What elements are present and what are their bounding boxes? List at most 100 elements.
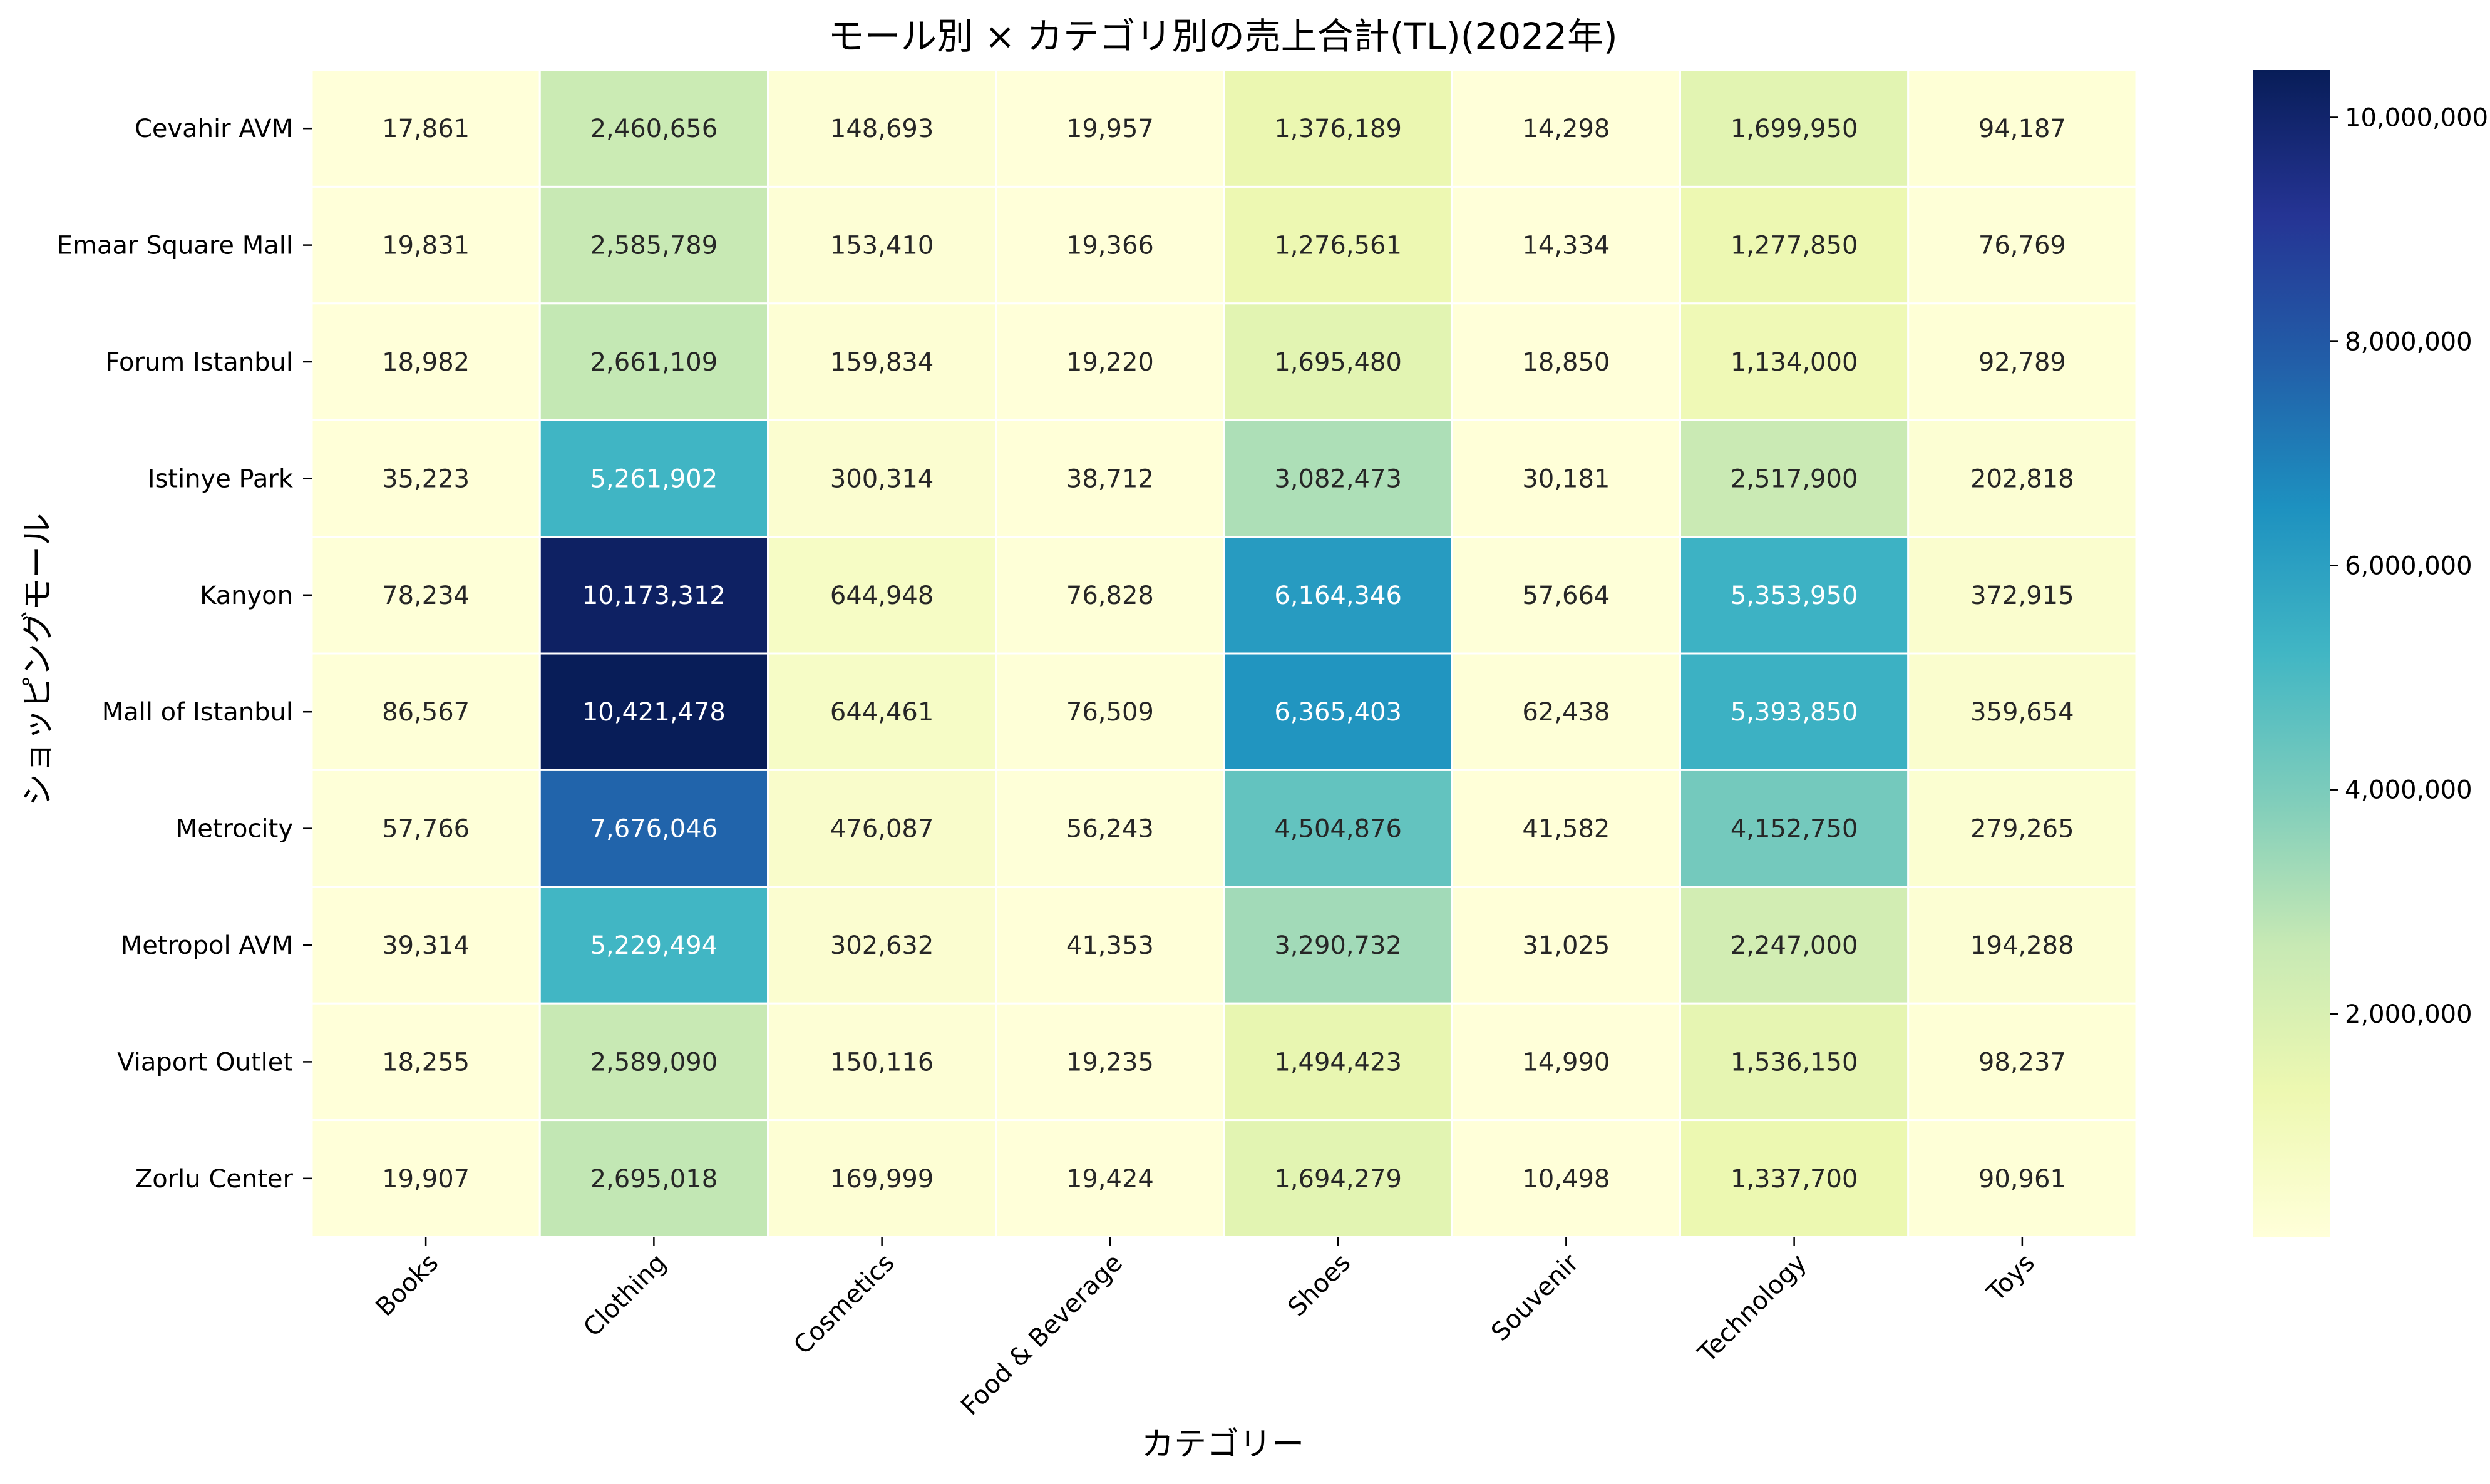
heatmap-cell: [538, 302, 769, 421]
heatmap-cell: [1679, 302, 1910, 421]
heatmap-cell: [1451, 185, 1681, 305]
heatmap-cell: [995, 1119, 1225, 1238]
cell-value-label: 7,676,046: [590, 815, 718, 844]
cell-value-label: 1,277,850: [1731, 232, 1858, 260]
y-tick-label: Zorlu Center: [135, 1165, 294, 1194]
y-tick-label: Cevahir AVM: [135, 115, 293, 143]
y-tick-label: Mall of Istanbul: [102, 698, 293, 727]
cell-value-label: 76,828: [1066, 581, 1154, 610]
cell-value-label: 476,087: [830, 815, 934, 844]
heatmap-cell: [1907, 185, 2138, 305]
cell-value-label: 57,664: [1522, 581, 1610, 610]
cell-value-label: 169,999: [830, 1165, 934, 1194]
cell-value-label: 76,509: [1066, 698, 1154, 727]
cell-value-label: 5,261,902: [590, 464, 718, 493]
x-tick-label: Clothing: [578, 1249, 672, 1343]
x-tick-label: Books: [371, 1249, 445, 1323]
cell-value-label: 150,116: [830, 1048, 934, 1077]
cell-value-label: 39,314: [382, 931, 470, 960]
heatmap-cell: [767, 1002, 997, 1122]
cell-value-label: 1,695,480: [1274, 348, 1402, 377]
cell-value-label: 31,025: [1522, 931, 1610, 960]
cell-value-label: 5,229,494: [590, 931, 718, 960]
cell-value-label: 14,334: [1522, 232, 1610, 260]
cell-value-label: 10,421,478: [582, 698, 726, 727]
heatmap-cell: [1451, 536, 1681, 655]
cell-value-label: 30,181: [1522, 464, 1610, 493]
heatmap-cell: [1451, 1002, 1681, 1122]
cell-value-label: 1,376,189: [1274, 115, 1402, 143]
heatmap-cell: [767, 652, 997, 771]
cell-value-label: 359,654: [1970, 698, 2074, 727]
heatmap-cell: [995, 302, 1225, 421]
cell-value-label: 14,990: [1522, 1048, 1610, 1077]
heatmap-cell: [1907, 536, 2138, 655]
cell-value-label: 5,393,850: [1731, 698, 1858, 727]
cell-value-label: 1,337,700: [1731, 1165, 1858, 1194]
heatmap-cell: [311, 302, 541, 421]
heatmap-cell: [1451, 302, 1681, 421]
heatmap-cell: [1223, 536, 1453, 655]
cell-value-label: 644,461: [830, 698, 934, 727]
cell-value-label: 1,694,279: [1274, 1165, 1402, 1194]
cell-value-label: 10,498: [1522, 1165, 1610, 1194]
cell-value-label: 86,567: [382, 698, 470, 727]
cell-value-label: 19,831: [382, 232, 470, 260]
cell-value-label: 18,255: [382, 1048, 470, 1077]
cell-value-label: 19,220: [1066, 348, 1154, 377]
cell-value-label: 300,314: [830, 464, 934, 493]
heatmap-cell: [1451, 1119, 1681, 1238]
heatmap-cell: [1679, 419, 1910, 538]
cell-value-label: 41,582: [1522, 815, 1610, 844]
heatmap-cell: [1451, 769, 1681, 888]
cell-value-label: 38,712: [1066, 464, 1154, 493]
heatmap-cell: [995, 419, 1225, 538]
cell-value-label: 10,173,312: [582, 581, 726, 610]
heatmap-cell: [995, 185, 1225, 305]
chart-title: モール別 × カテゴリ別の売上合計(TL)(2022年): [828, 15, 1617, 58]
heatmap-cell: [995, 1002, 1225, 1122]
colorbar: 2,000,000 4,000,000 6,000,000 8,000,000 10,0…: [2253, 70, 2488, 1237]
cell-value-label: 14,298: [1522, 115, 1610, 143]
heatmap-cell: [1907, 302, 2138, 421]
cell-value-label: 94,187: [1978, 115, 2066, 143]
cell-value-label: 1,134,000: [1731, 348, 1858, 377]
heatmap-cell-labels: 17,861 2,460,656 148,693 19,957 1,376,189 14,…: [382, 115, 2074, 1194]
heatmap-cell: [1907, 769, 2138, 888]
heatmap-cell: [538, 1002, 769, 1122]
heatmap-cell: [1223, 769, 1453, 888]
y-axis-label: ショッピングモール: [19, 513, 57, 806]
heatmap-cell: [538, 1119, 769, 1238]
cell-value-label: 2,585,789: [590, 232, 718, 260]
x-axis-label: カテゴリー: [1141, 1426, 1304, 1463]
heatmap-cell: [767, 69, 997, 188]
colorbar-tick-label: 8,000,000: [2345, 328, 2472, 357]
heatmap-cell: [1679, 769, 1910, 888]
x-tick-label: Cosmetics: [788, 1249, 900, 1361]
cell-value-label: 62,438: [1522, 698, 1610, 727]
cell-value-label: 5,353,950: [1731, 581, 1858, 610]
cell-value-label: 4,152,750: [1731, 815, 1858, 844]
cell-value-label: 153,410: [830, 232, 934, 260]
cell-value-label: 302,632: [830, 931, 934, 960]
cell-value-label: 2,589,090: [590, 1048, 718, 1077]
heatmap-cell: [1679, 652, 1910, 771]
cell-value-label: 3,082,473: [1274, 464, 1402, 493]
heatmap-cell: [1223, 1119, 1453, 1238]
cell-value-label: 35,223: [382, 464, 470, 493]
colorbar-tick-label: 2,000,000: [2345, 1000, 2472, 1029]
y-tick-label: Metrocity: [176, 815, 293, 844]
cell-value-label: 279,265: [1970, 815, 2074, 844]
cell-value-label: 78,234: [382, 581, 470, 610]
heatmap-cell: [1907, 652, 2138, 771]
cell-value-label: 1,699,950: [1731, 115, 1858, 143]
cell-value-label: 372,915: [1970, 581, 2074, 610]
cell-value-label: 19,907: [382, 1165, 470, 1194]
x-tick-label: Food & Beverage: [955, 1249, 1128, 1421]
cell-value-label: 19,366: [1066, 232, 1154, 260]
heatmap-cell: [1223, 652, 1453, 771]
cell-value-label: 159,834: [830, 348, 934, 377]
heatmap-cell: [1907, 1119, 2138, 1238]
cell-value-label: 1,536,150: [1731, 1048, 1858, 1077]
